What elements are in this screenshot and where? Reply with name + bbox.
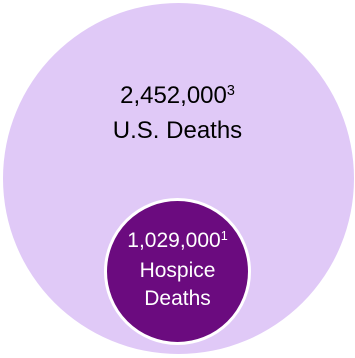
us-deaths-label: 2,452,0003 U.S. Deaths	[0, 80, 355, 146]
us-deaths-value-line: 2,452,0003	[0, 80, 355, 115]
hospice-deaths-value-line: 1,029,0001	[0, 227, 355, 257]
us-deaths-footnote: 3	[226, 83, 235, 100]
us-deaths-caption: U.S. Deaths	[112, 117, 243, 144]
hospice-deaths-label: 1,029,0001 Hospice Deaths	[0, 227, 355, 313]
us-deaths-value: 2,452,000	[120, 82, 227, 109]
hospice-deaths-circle	[104, 198, 251, 345]
hospice-deaths-caption-line1: Hospice	[139, 259, 216, 282]
hospice-deaths-value: 1,029,000	[127, 229, 221, 252]
hospice-deaths-caption-line2: Deaths	[144, 287, 211, 310]
hospice-deaths-footnote: 1	[220, 229, 228, 244]
